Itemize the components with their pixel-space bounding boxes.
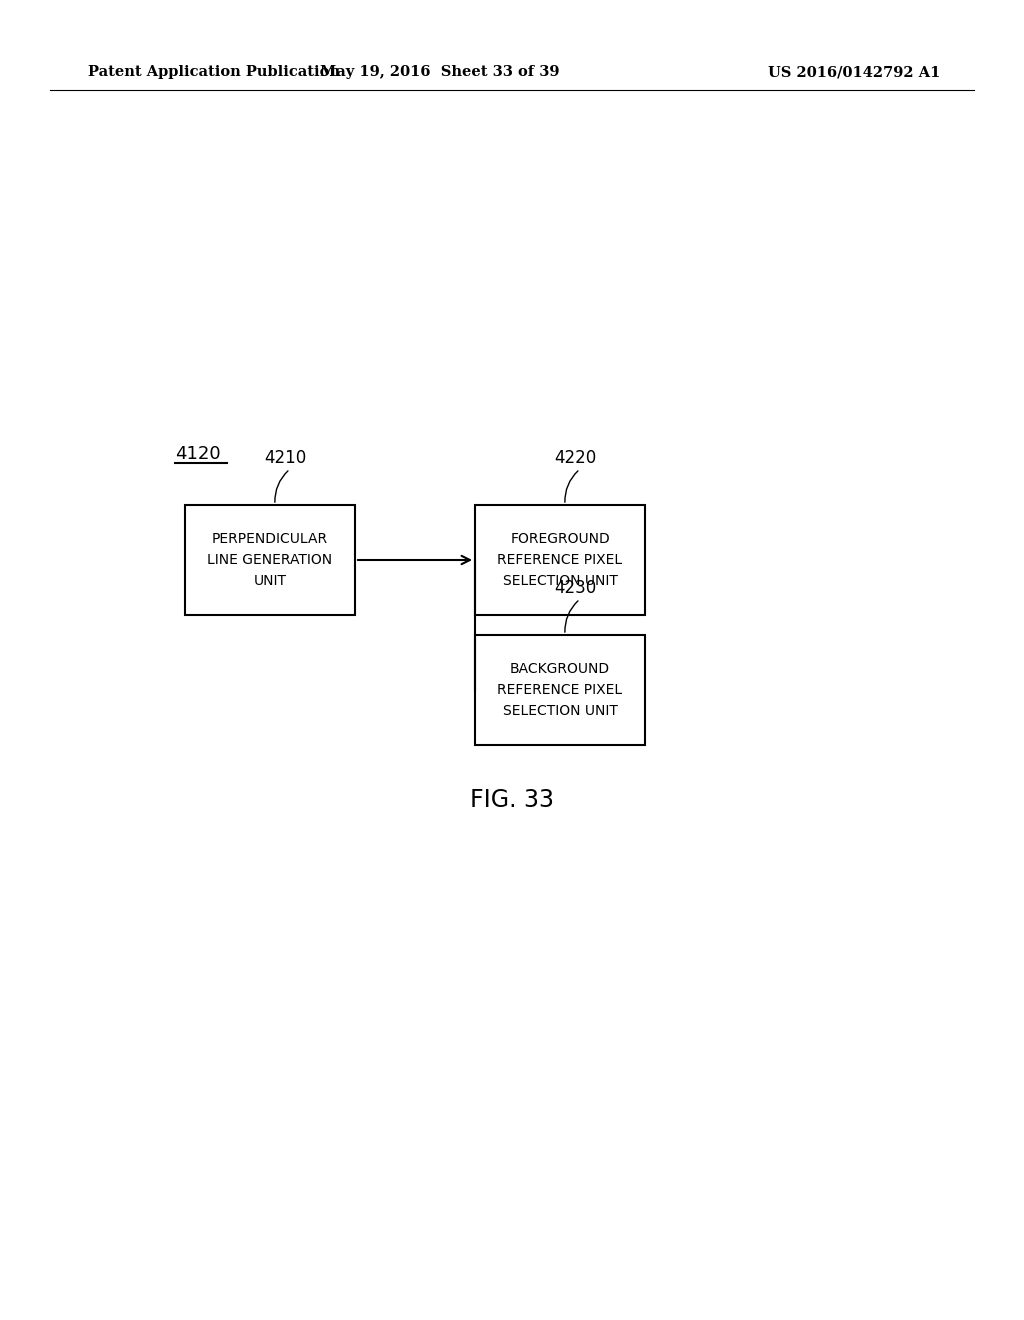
Text: FIG. 33: FIG. 33 xyxy=(470,788,554,812)
Text: Patent Application Publication: Patent Application Publication xyxy=(88,65,340,79)
Text: 4220: 4220 xyxy=(554,449,596,467)
Text: 4120: 4120 xyxy=(175,445,220,463)
Text: 4210: 4210 xyxy=(264,449,306,467)
Text: 4230: 4230 xyxy=(554,579,596,597)
Bar xyxy=(475,635,645,744)
Text: May 19, 2016  Sheet 33 of 39: May 19, 2016 Sheet 33 of 39 xyxy=(321,65,560,79)
Text: FOREGROUND
REFERENCE PIXEL
SELECTION UNIT: FOREGROUND REFERENCE PIXEL SELECTION UNI… xyxy=(498,532,623,587)
Bar xyxy=(185,506,355,615)
Text: PERPENDICULAR
LINE GENERATION
UNIT: PERPENDICULAR LINE GENERATION UNIT xyxy=(208,532,333,587)
Text: BACKGROUND
REFERENCE PIXEL
SELECTION UNIT: BACKGROUND REFERENCE PIXEL SELECTION UNI… xyxy=(498,663,623,718)
Bar xyxy=(475,506,645,615)
Text: US 2016/0142792 A1: US 2016/0142792 A1 xyxy=(768,65,940,79)
